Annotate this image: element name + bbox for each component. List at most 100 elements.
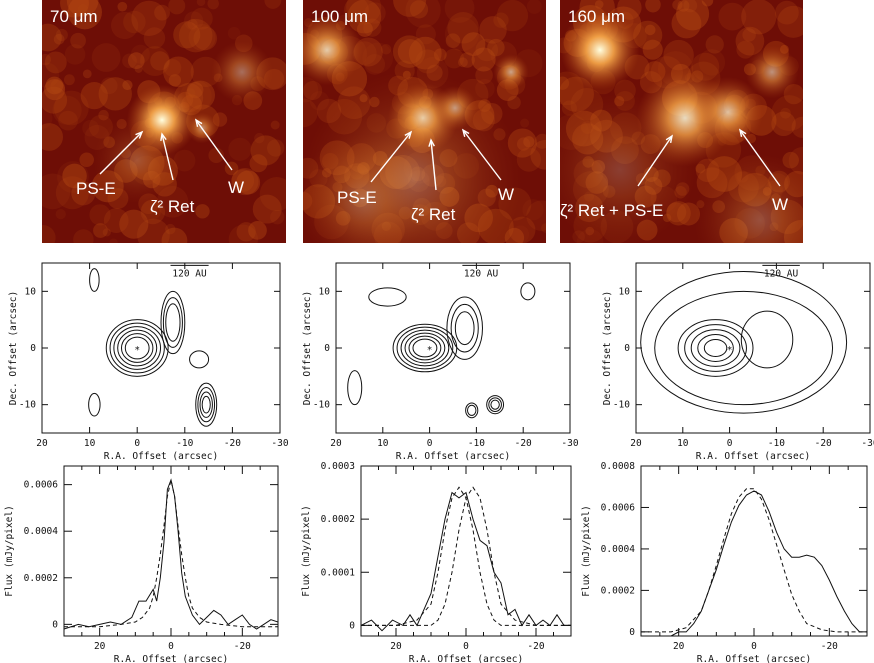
noise-blob <box>207 0 220 10</box>
noise-blob <box>141 199 162 221</box>
noise-blob <box>131 0 167 36</box>
contour-level <box>400 329 450 367</box>
x-tick-label: 20 <box>673 641 685 652</box>
source-label-ret: ζ² Ret <box>150 197 195 216</box>
contour-level <box>454 311 475 346</box>
plot-frame <box>63 465 279 637</box>
y-tick-label: 10 <box>619 286 631 297</box>
noise-blob <box>444 48 465 69</box>
source-blob <box>93 116 181 204</box>
noise-blob <box>459 52 475 68</box>
y-axis-label: Flux (mJy/pixel) <box>301 505 312 597</box>
y-tick-label: -10 <box>19 400 36 411</box>
noise-blob <box>102 228 111 237</box>
noise-blob <box>143 27 166 49</box>
contour-level <box>446 296 483 360</box>
contour-level <box>165 303 181 342</box>
annotation-arrow <box>637 135 673 187</box>
x-tick-label: 20 <box>36 438 48 449</box>
noise-blob <box>150 51 170 71</box>
image-panel-70um: 70 μm PS-E ζ² Ret W <box>42 0 286 243</box>
series-line-solid <box>361 491 571 632</box>
noise-blob <box>526 0 542 14</box>
noise-blob <box>742 28 756 42</box>
x-tick-label: 10 <box>84 438 96 449</box>
contour-level <box>465 402 479 419</box>
arrow-head <box>738 128 747 137</box>
noise-blob <box>52 95 82 125</box>
noise-blob <box>66 0 99 17</box>
noise-blob <box>123 10 146 34</box>
noise-blob <box>675 0 710 31</box>
contour-level <box>520 282 536 301</box>
noise-blob <box>127 52 145 70</box>
y-axis-label: Flux (mJy/pixel) <box>581 505 592 597</box>
noise-blob <box>44 51 67 74</box>
noise-blob <box>57 161 89 193</box>
y-tick-label: 0.0002 <box>321 514 355 525</box>
arrow-head <box>135 130 144 139</box>
y-tick-label: 0 <box>629 627 635 638</box>
noise-blob <box>644 24 656 36</box>
noise-blob <box>67 0 102 30</box>
noise-blob <box>362 42 394 74</box>
noise-blob <box>541 223 546 233</box>
contour-level <box>113 326 162 370</box>
x-tick-label: -10 <box>176 438 193 449</box>
y-tick-label: 10 <box>25 286 37 297</box>
noise-blob <box>103 208 129 233</box>
noise-blob <box>227 26 241 40</box>
noise-blob <box>393 0 427 17</box>
noise-blob <box>270 209 285 225</box>
noise-blob <box>534 133 546 149</box>
x-tick-label: 0 <box>134 438 140 449</box>
noise-blob <box>82 69 92 79</box>
profile-plot-0: 20 0 -20 0 0.0002 0.0004 0.0006 R.A. Offset (ar… <box>4 465 279 663</box>
noise-blob <box>187 18 198 30</box>
source-label-w: W <box>498 185 514 204</box>
noise-blob <box>98 77 132 111</box>
noise-blob <box>55 176 89 210</box>
noise-blob <box>259 177 286 212</box>
noise-blob <box>479 16 507 44</box>
source-blob <box>745 45 799 99</box>
annotation-arrow <box>462 129 502 181</box>
noise-blob <box>77 3 89 15</box>
contour-level <box>684 324 747 372</box>
contour-level <box>88 392 101 417</box>
x-tick-label: 10 <box>677 438 689 449</box>
y-tick-label: 0.0002 <box>24 573 58 584</box>
annotation-arrow <box>370 131 412 183</box>
x-tick-label: 0 <box>168 641 174 652</box>
contour-level <box>199 391 213 418</box>
map-70um: 70 μm PS-E ζ² Ret W <box>42 0 286 243</box>
noise-blob <box>677 0 690 12</box>
x-tick-label: -30 <box>561 438 578 449</box>
noise-blob <box>645 0 661 13</box>
x-tick-label: 20 <box>94 641 106 652</box>
x-tick-label: -10 <box>768 438 785 449</box>
noise-blob <box>42 53 51 66</box>
image-panel-160um: 160 μm ζ² Ret + PS-E W <box>560 0 803 243</box>
noise-blob <box>70 32 86 49</box>
noise-blob <box>741 0 777 35</box>
noise-blob <box>364 53 386 75</box>
noise-blob <box>168 0 186 15</box>
noise-blob <box>771 95 803 132</box>
source-blob <box>303 14 363 86</box>
y-axis-label: Dec. Offset (arcsec) <box>602 291 613 405</box>
arrow-head <box>428 138 435 147</box>
noise-blob <box>461 32 486 57</box>
x-tick-label: 0 <box>427 438 433 449</box>
scale-bar-label: 120 AU <box>764 268 799 279</box>
noise-blob <box>42 123 64 151</box>
y-tick-label: 0 <box>30 343 36 354</box>
noise-blob <box>264 0 282 9</box>
noise-blob <box>520 118 530 128</box>
y-axis-label: Dec. Offset (arcsec) <box>8 291 19 405</box>
y-tick-label: 0.0004 <box>601 544 636 555</box>
noise-blob <box>53 90 89 126</box>
image-panel-100um: 100 μm PS-E ζ² Ret W <box>303 0 546 243</box>
noise-blob <box>344 0 369 22</box>
x-axis-label: R.A. Offset (arcsec) <box>396 451 510 462</box>
